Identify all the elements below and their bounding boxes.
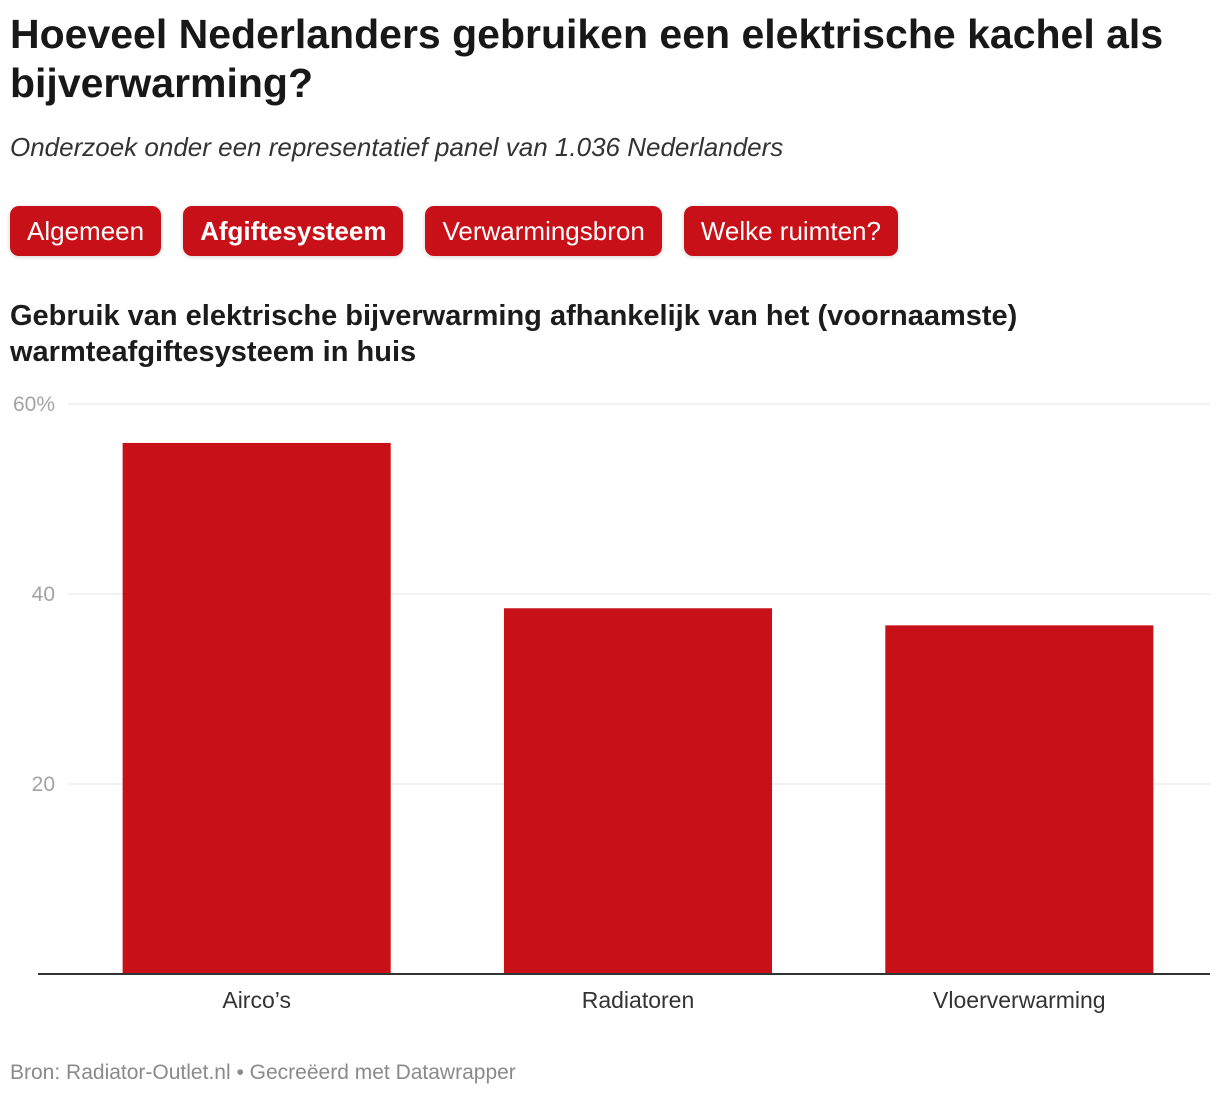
source-link[interactable]: Radiator-Outlet.nl [66, 1061, 231, 1084]
footer-separator: • [236, 1061, 244, 1084]
y-tick-label-60: 60% [13, 393, 55, 416]
y-tick-label-40: 40 [32, 583, 55, 606]
chart-title: Gebruik van elektrische bijverwarming af… [10, 300, 1018, 368]
tab-bar: Algemeen Afgiftesysteem Verwarmingsbron … [10, 206, 898, 256]
tab-verwarmingsbron[interactable]: Verwarmingsbron [425, 206, 662, 256]
datawrapper-credit-link[interactable]: Gecreëerd met Datawrapper [249, 1061, 516, 1084]
x-category-label-vloerverwarming: Vloerverwarming [933, 987, 1106, 1013]
bars: Airco’s Radiatoren Vloerverwarming [122, 442, 1154, 1013]
tab-algemeen[interactable]: Algemeen [10, 206, 162, 256]
tab-afgiftesysteem[interactable]: Afgiftesysteem [183, 206, 404, 256]
page-title: Hoeveel Nederlanders gebruiken een elekt… [10, 11, 1164, 106]
x-category-label-radiatoren: Radiatoren [582, 987, 695, 1013]
bar-airco-s [122, 442, 391, 974]
tab-welke-ruimten[interactable]: Welke ruimten? [683, 206, 898, 256]
chart-footer: Bron: Radiator-Outlet.nl • Gecreëerd met… [10, 1060, 1210, 1086]
y-tick-label-20: 20 [32, 773, 55, 796]
bar-chart-svg: 20 40 60% Airco’s Radiatoren Vloerverwarming [13, 393, 1210, 1013]
bar-vloerverwarming [885, 625, 1154, 974]
bar-chart: 20 40 60% Airco’s Radiatoren Vloerverwarming [0, 380, 1220, 1040]
x-category-label-airco-s: Airco’s [222, 987, 291, 1013]
source-prefix: Bron: [10, 1061, 61, 1084]
bar-radiatoren [503, 608, 773, 974]
page-subtitle: Onderzoek onder een representatief panel… [10, 132, 784, 162]
